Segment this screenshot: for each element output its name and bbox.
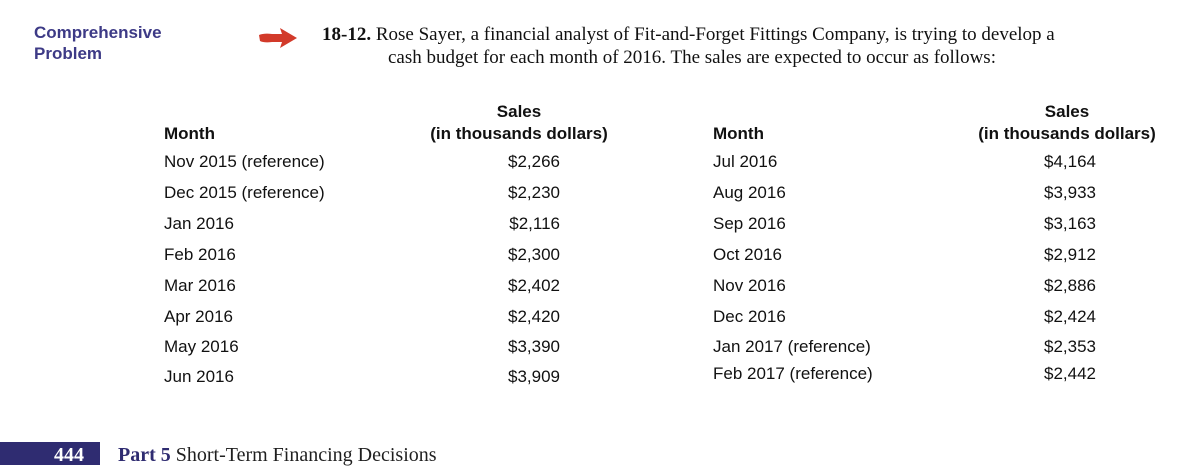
sales-cell: $2,353 <box>1044 337 1096 356</box>
month-cell: Sep 2016 <box>713 214 786 233</box>
month-cell: Nov 2015 (reference) <box>164 152 325 171</box>
month-cell: Oct 2016 <box>713 245 782 264</box>
month-column-header: Month <box>713 124 764 143</box>
month-cell: Apr 2016 <box>164 307 233 326</box>
sales-column-header: Sales (in thousands dollars) <box>414 101 624 145</box>
sales-cell: $3,390 <box>508 337 560 356</box>
sales-cell: $2,300 <box>508 245 560 264</box>
sales-cell: $3,933 <box>1044 183 1096 202</box>
sales-cell: $2,424 <box>1044 307 1096 326</box>
sales-header-line2: (in thousands dollars) <box>978 124 1156 143</box>
month-cell: Jan 2016 <box>164 214 234 233</box>
page-number: 444 <box>54 444 84 466</box>
sales-header-line1: Sales <box>496 102 542 121</box>
month-cell: Feb 2017 (reference) <box>713 364 873 383</box>
part-title: Short-Term Financing Decisions <box>175 444 437 466</box>
sales-cell: $4,164 <box>1044 152 1096 171</box>
side-label-line2: Problem <box>34 44 103 63</box>
problem-text-line2: cash budget for each month of 2016. The … <box>388 47 996 68</box>
month-cell: May 2016 <box>164 337 239 356</box>
page-number-box <box>0 442 100 465</box>
sales-cell: $2,442 <box>1044 364 1096 383</box>
month-cell: Aug 2016 <box>713 183 786 202</box>
problem-statement: 18-12. Rose Sayer, a financial analyst o… <box>322 23 1192 69</box>
sales-column-header: Sales (in thousands dollars) <box>963 101 1171 145</box>
month-column-header: Month <box>164 124 215 143</box>
side-label-line1: Comprehensive <box>34 23 162 42</box>
month-cell: Dec 2015 (reference) <box>164 183 325 202</box>
sales-cell: $2,912 <box>1044 245 1096 264</box>
comprehensive-problem-label: Comprehensive Problem <box>34 22 234 64</box>
red-arrow-icon <box>259 28 297 48</box>
problem-number: 18-12. <box>322 24 372 45</box>
month-cell: Jan 2017 (reference) <box>713 337 871 356</box>
month-cell: Jun 2016 <box>164 367 234 386</box>
sales-cell: $3,909 <box>508 367 560 386</box>
month-cell: Jul 2016 <box>713 152 778 171</box>
sales-cell: $2,886 <box>1044 276 1096 295</box>
month-cell: Dec 2016 <box>713 307 786 326</box>
running-footer-title: Part 5 Short-Term Financing Decisions <box>118 442 437 469</box>
month-cell: Feb 2016 <box>164 245 236 264</box>
month-cell: Mar 2016 <box>164 276 236 295</box>
sales-cell: $2,420 <box>508 307 560 326</box>
month-cell: Nov 2016 <box>713 276 786 295</box>
problem-text-line1: Rose Sayer, a financial analyst of Fit-a… <box>375 24 1055 45</box>
sales-cell: $2,116 <box>509 214 560 233</box>
part-label: Part 5 <box>118 444 171 466</box>
sales-cell: $3,163 <box>1044 214 1096 233</box>
sales-header-line1: Sales <box>1044 102 1090 121</box>
sales-cell: $2,402 <box>508 276 560 295</box>
sales-cell: $2,266 <box>508 152 560 171</box>
sales-header-line2: (in thousands dollars) <box>430 124 608 143</box>
sales-cell: $2,230 <box>508 183 560 202</box>
